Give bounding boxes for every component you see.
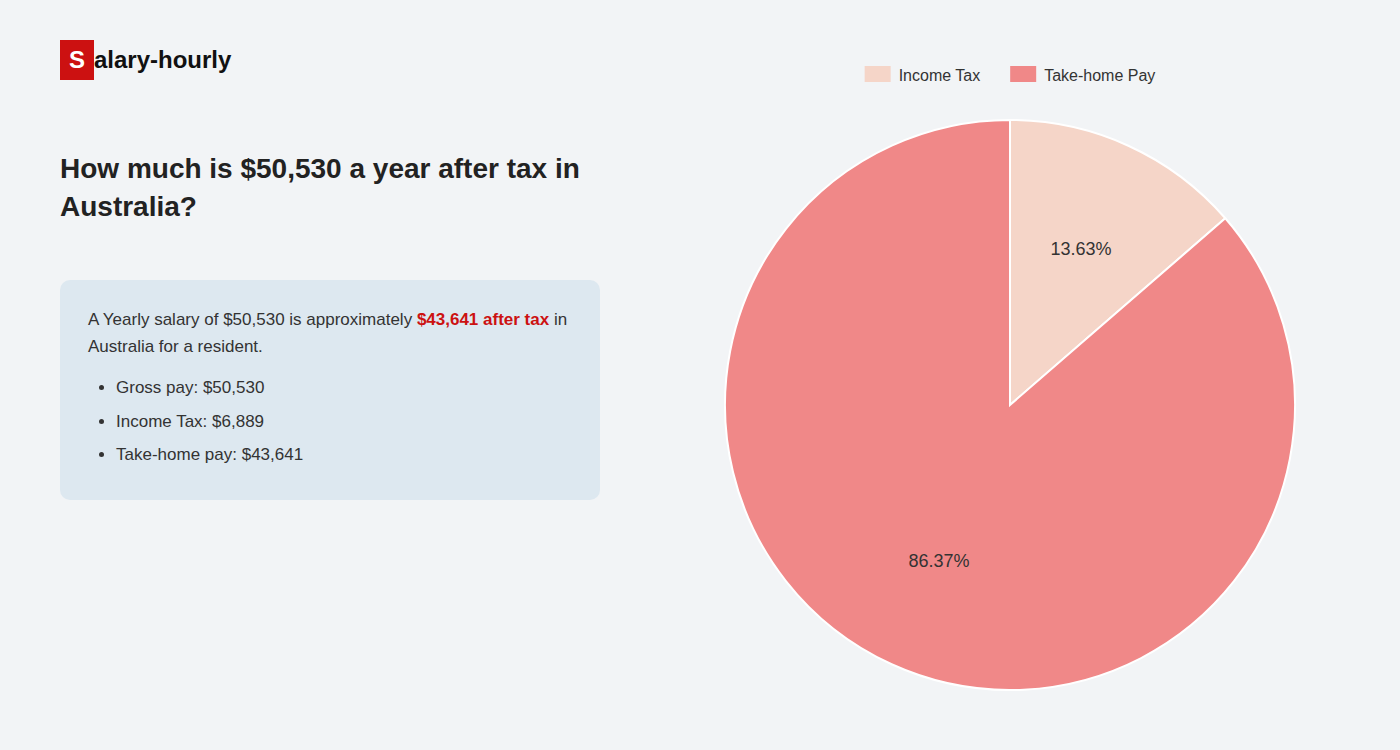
- logo: Salary-hourly: [60, 40, 231, 80]
- info-text-part: in: [549, 310, 567, 329]
- legend-item: Income Tax: [865, 66, 981, 84]
- bullet-list: Gross pay: $50,530 Income Tax: $6,889 Take…: [88, 374, 572, 468]
- info-box: A Yearly salary of $50,530 is approximat…: [60, 280, 600, 500]
- legend-item: Take-home Pay: [1010, 66, 1155, 84]
- info-highlight: $43,641 after tax: [417, 310, 549, 329]
- legend-label: Take-home Pay: [1044, 67, 1155, 84]
- legend-swatch: [865, 66, 891, 82]
- bullet-item: Take-home pay: $43,641: [116, 441, 572, 468]
- info-text: A Yearly salary of $50,530 is approximat…: [88, 306, 572, 360]
- legend-label: Income Tax: [899, 67, 981, 84]
- bullet-item: Gross pay: $50,530: [116, 374, 572, 401]
- legend-swatch: [1010, 66, 1036, 82]
- legend: Income Tax Take-home Pay: [865, 66, 1156, 84]
- bullet-item: Income Tax: $6,889: [116, 408, 572, 435]
- pie-slice: [725, 120, 1295, 690]
- data-label: 13.63%: [1050, 239, 1111, 259]
- logo-text: alary-hourly: [94, 46, 231, 74]
- data-label: 86.37%: [908, 551, 969, 571]
- data-labels: 13.63% 86.37%: [908, 239, 1111, 570]
- info-text-part: Australia for a resident.: [88, 337, 263, 356]
- logo-mark: S: [60, 40, 94, 80]
- chart: 13.63% 86.37% Income Tax Take-home Pay: [640, 0, 1400, 750]
- title: How much is $50,530 a year after tax in …: [60, 150, 620, 226]
- pie: [725, 120, 1295, 690]
- text-panel: Salary-hourly How much is $50,530 a year …: [0, 0, 640, 750]
- info-text-part: A Yearly salary of $50,530 is approximat…: [88, 310, 417, 329]
